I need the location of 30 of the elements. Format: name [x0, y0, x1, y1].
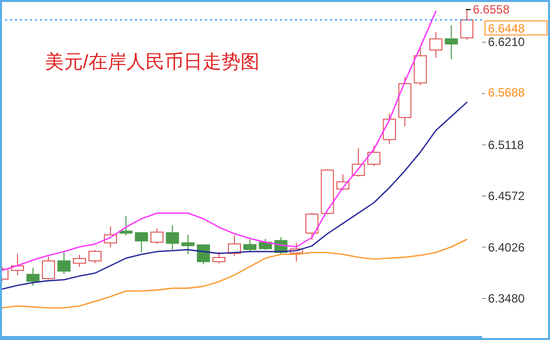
text: 美元/在岸人民币日走势图: [45, 51, 260, 73]
candlestick: [382, 112, 396, 144]
y-tick-label: 6.4572: [488, 189, 526, 204]
candlestick: [72, 254, 86, 268]
candlestick: [88, 249, 102, 264]
y-tick-label: 6.3480: [488, 292, 526, 306]
text: 6.5688: [488, 86, 526, 100]
ref-line-label: 6.6448: [488, 21, 526, 36]
line-series: [1, 102, 468, 290]
candlestick: [181, 234, 194, 255]
y-tick-label: 6.6210: [488, 35, 526, 50]
candlestick: [42, 256, 56, 280]
candlestick: [150, 228, 164, 244]
candlestick: [367, 145, 380, 166]
y-tick-label: 6.5118: [488, 138, 524, 152]
candlestick: [243, 238, 256, 252]
annotation: 6.6558: [472, 2, 510, 17]
candlestick: [119, 216, 132, 236]
candlestick: [26, 267, 40, 286]
candlestick: [57, 252, 71, 274]
candlestick: [305, 212, 318, 240]
candlestick: [134, 232, 148, 253]
candlestick: [429, 32, 442, 58]
candlestick: [196, 244, 210, 265]
y-tick-label: 6.4026: [488, 240, 526, 254]
line-series: [1, 238, 468, 309]
candlestick: [444, 24, 458, 60]
candlestick: [460, 9, 474, 40]
candlestick: [212, 251, 226, 264]
candlestick: [166, 224, 179, 250]
